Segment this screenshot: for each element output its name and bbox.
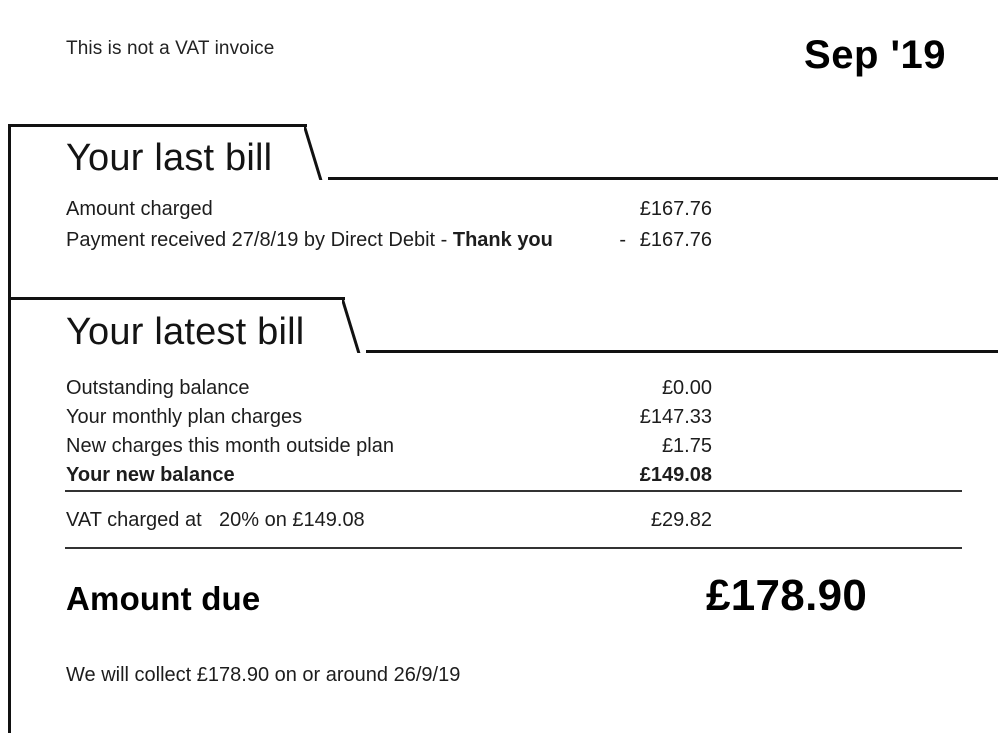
payment-received-text: Payment received 27/8/19 by Direct Debit…: [66, 229, 453, 251]
vat-rate-and-basis: 20% on £149.08: [219, 509, 365, 531]
amount-due-value: £178.90: [706, 571, 868, 620]
last-bill-tab-base-rule: [328, 177, 998, 180]
line-item-amount: £147.33: [639, 406, 712, 428]
line-item-label: Amount charged: [66, 198, 213, 220]
billing-period-label: Sep '19: [804, 33, 946, 77]
vat-amount: £29.82: [650, 509, 712, 531]
line-item-label: New charges this month outside plan: [66, 435, 394, 457]
line-item-label: Your new balance: [66, 464, 235, 486]
line-item-amount: £149.08: [639, 464, 712, 486]
vat-rule-above: [65, 490, 962, 492]
line-item-label: Outstanding balance: [66, 377, 250, 399]
line-item-amount: £0.00: [661, 377, 712, 399]
line-item-label: Payment received 27/8/19 by Direct Debit…: [66, 227, 553, 253]
last-bill-tab-diagonal-edge: [304, 124, 334, 180]
line-item-label: Your monthly plan charges: [66, 406, 303, 428]
negative-sign: -: [619, 229, 626, 251]
line-item-amount: £167.76: [639, 198, 712, 220]
latest-bill-section-title: Your latest bill: [66, 311, 305, 353]
thank-you-text: Thank you: [452, 229, 553, 251]
vat-invoice-disclaimer: This is not a VAT invoice: [66, 38, 275, 59]
collection-note: We will collect £178.90 on or around 26/…: [66, 664, 461, 686]
latest-bill-tab-base-rule: [366, 350, 998, 353]
latest-bill-tab-diagonal-edge: [342, 297, 372, 353]
last-bill-tab-top-edge: [8, 124, 307, 127]
amount-due-label: Amount due: [66, 580, 261, 617]
line-item-amount: £1.75: [661, 435, 712, 457]
line-item-amount: - £167.76: [619, 227, 712, 253]
vat-label: VAT charged at: [66, 509, 202, 531]
frame-left-rule: [8, 124, 11, 733]
line-item-amount-value: £167.76: [639, 229, 712, 251]
last-bill-section-title: Your last bill: [66, 137, 273, 179]
vat-rule-below: [65, 547, 962, 549]
latest-bill-tab-top-edge: [8, 297, 345, 300]
